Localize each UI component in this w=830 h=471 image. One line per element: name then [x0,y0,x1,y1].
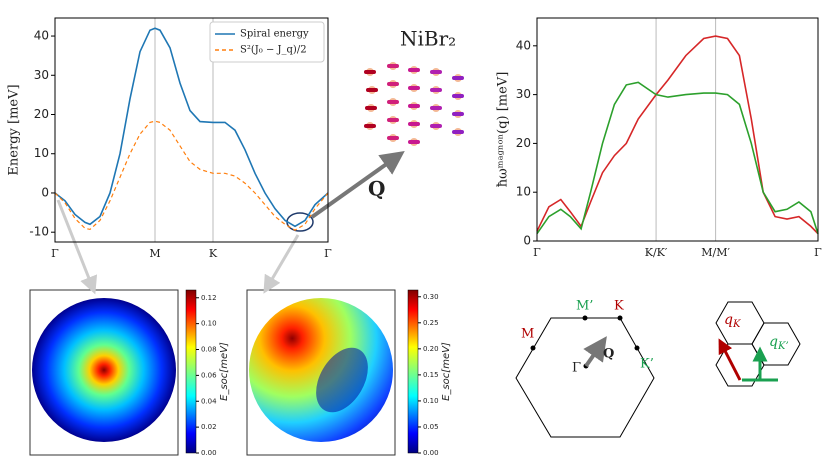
spin-chain [364,62,464,146]
x-tick-label: M [149,247,160,260]
hexagon [515,317,655,438]
y-tick-label: 20 [34,107,49,121]
label: K [614,299,624,314]
heatmap [32,298,176,442]
line [54,120,329,231]
annotation: Q [368,177,385,201]
colorbar-tick-label: 0.05 [423,423,439,431]
annotation: NiBr₂ [400,27,456,51]
colorbar-tick-label: 0.10 [423,397,439,405]
colorbar-tick-label: 0.15 [423,371,439,379]
x-tick-label: Γ [51,247,59,260]
hexagons [715,301,801,387]
vector-label: qK [724,312,741,330]
label: M [521,327,534,342]
colorbar-tick-label: 0.00 [201,449,217,457]
line [536,81,819,235]
axes-frame [54,17,329,243]
colorbar-tick-label: 0.12 [201,294,217,302]
x-tick-label: K/K′ [645,246,668,259]
label: M’ [576,299,593,314]
colorbar-label: E_soc[meV] [441,342,452,401]
x-tick-label: M/M′ [701,246,730,259]
colorbar-tick-label: 0.25 [423,319,439,327]
colorbar-tick-label: 0.20 [423,345,439,353]
y-tick-label: 0 [41,185,49,199]
vector [718,338,742,381]
label: Γ [572,361,581,376]
colorbar-tick-label: 0.00 [423,449,439,457]
x-tick-label: Γ [814,246,822,259]
line [536,35,819,235]
y-tick-label: 40 [34,29,49,43]
axes-frame [536,17,819,242]
x-tick-label: Γ [324,247,332,260]
y-tick-label: 40 [516,38,531,52]
symbol: q [724,312,733,328]
x-tick-label: Γ [533,246,541,259]
symbol: q [769,334,778,350]
arrow [263,234,300,294]
colorbar-tick-label: 0.06 [201,371,217,379]
y-tick-label: 30 [34,68,49,82]
label: Q [603,347,614,362]
colorbar [185,289,197,454]
colorbar [407,289,419,454]
y-tick-label: 10 [516,185,531,199]
vector-label: qK’ [769,334,789,352]
legend-label: Spiral energy [240,29,309,40]
subscript: K’ [777,341,789,352]
x-tick-label: K [209,247,218,260]
y-tick-label: 20 [516,136,531,150]
y-axis-label: ħωᵐᵃᵍⁿᵒⁿ(q) [meV] [496,72,511,188]
legend [209,21,325,63]
heatmap-minimum [316,347,368,413]
y-tick-label: 0 [523,234,531,248]
colorbar-tick-label: 0.08 [201,346,217,354]
y-axis-label: Energy [meV] [7,84,22,175]
colorbar-tick-label: 0.30 [423,293,439,301]
colorbar-label: E_soc[meV] [219,342,230,401]
y-tick-label: 30 [516,87,531,101]
arrow [310,151,405,219]
line [54,27,329,228]
y-tick-label: -10 [29,225,49,239]
arrow [56,199,98,295]
colorbar-tick-label: 0.02 [201,423,217,431]
label: K’ [640,357,654,372]
y-tick-label: 10 [34,146,49,160]
arrow [583,336,607,368]
highlight [286,212,314,232]
subscript: K [732,319,741,330]
heatmap [249,298,393,442]
colorbar-tick-label: 0.04 [201,397,217,405]
colorbar-tick-label: 0.10 [201,320,217,328]
legend-label: S²(J₀ − J_q)/2 [240,45,307,56]
